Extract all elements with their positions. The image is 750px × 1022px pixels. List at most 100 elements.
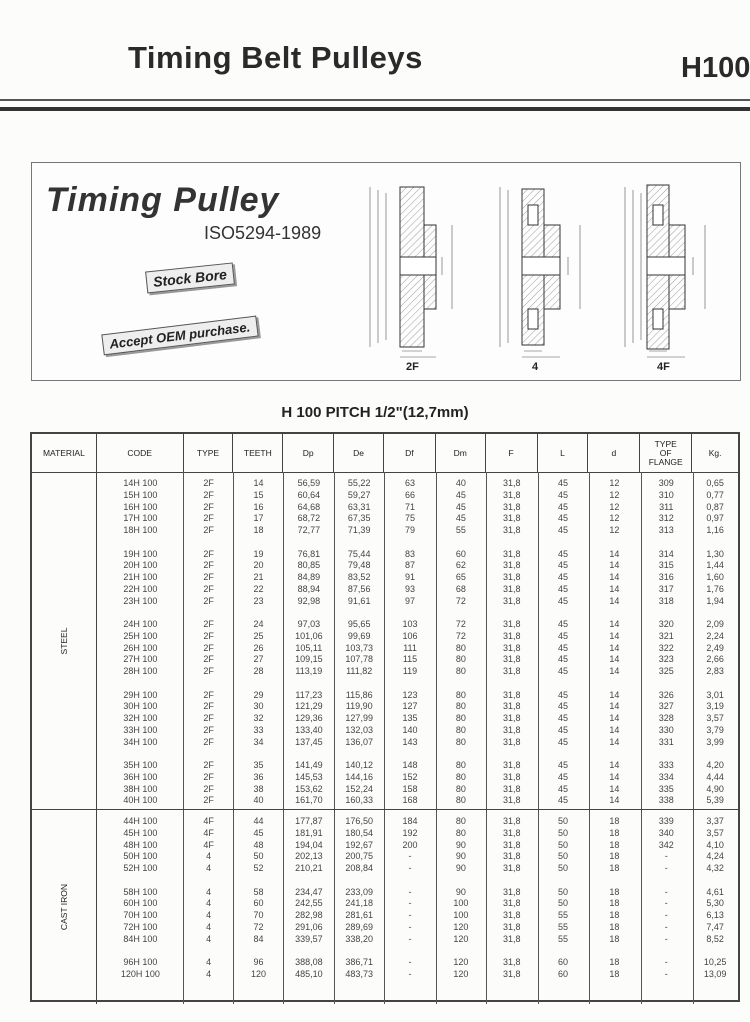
- pulley-diagram-4f: [617, 175, 717, 365]
- cell-f: 31,8: [502, 548, 521, 559]
- column-divider: [589, 472, 590, 809]
- cell-de: 127,99: [345, 713, 373, 723]
- page-title: Timing Belt Pulleys: [128, 40, 423, 75]
- cell-kg: 4,10: [706, 839, 724, 850]
- column-header: Dm: [436, 434, 486, 472]
- cell-d: 18: [609, 957, 620, 967]
- cell-type: 2F: [203, 489, 214, 500]
- cell-type-of-flange: -: [664, 933, 668, 944]
- table-row: 36H 100 2F 36 145,53 144,16 152 80 31,8 45 14 334 4…: [97, 772, 738, 784]
- cell-df: 63: [405, 478, 416, 488]
- cell-l: 45: [558, 642, 569, 653]
- cell-de: 180,54: [345, 827, 373, 838]
- column-divider: [233, 472, 234, 809]
- cell-df: 115: [402, 654, 418, 665]
- cell-f: 31,8: [502, 839, 521, 850]
- column-header: TYPE OF FLANGE: [640, 434, 693, 472]
- cell-f: 31,8: [502, 816, 521, 826]
- cell-dm: 80: [455, 771, 466, 782]
- cell-l: 50: [558, 827, 569, 838]
- cell-df: 200: [402, 839, 418, 850]
- table-row: 33H 100 2F 33 133,40 132,03 140 80 31,8 45 14 330 3…: [97, 725, 738, 737]
- cell-kg: 4,44: [706, 771, 724, 782]
- cell-teeth: 96: [253, 957, 264, 967]
- cell-code: 70H 100: [123, 910, 158, 920]
- cell-dm: 120: [453, 933, 469, 944]
- column-divider: [641, 472, 642, 809]
- cell-de: 115,86: [345, 689, 373, 700]
- cell-l: 55: [558, 921, 569, 932]
- cell-df: -: [408, 886, 412, 897]
- cell-type: 2F: [203, 642, 214, 653]
- cell-type-of-flange: -: [664, 898, 668, 909]
- cell-de: 55,22: [347, 478, 371, 488]
- cell-dp: 282,98: [295, 910, 323, 920]
- cell-de: 281,61: [345, 910, 373, 920]
- diagram-type-label: 2F: [406, 361, 419, 373]
- cell-de: 67,35: [347, 513, 371, 524]
- cell-df: 127: [402, 701, 418, 712]
- cell-df: 135: [402, 713, 418, 723]
- cell-f: 31,8: [502, 851, 521, 862]
- cell-type: 2F: [203, 595, 214, 606]
- cell-df: -: [408, 957, 412, 967]
- cell-kg: 1,30: [706, 548, 724, 559]
- cell-f: 31,8: [502, 478, 521, 488]
- cell-teeth: 84: [253, 933, 264, 944]
- cell-type: 4F: [203, 839, 214, 850]
- cell-teeth: 22: [253, 583, 264, 594]
- cell-d: 14: [609, 583, 620, 594]
- cell-type: 4: [206, 910, 212, 920]
- oem-tag: Accept OEM purchase.: [101, 315, 259, 356]
- cell-teeth: 72: [253, 921, 264, 932]
- table-body: STEEL 14H 100 2F 14 56,59 55,22 63 40 31,8 45 12 30…: [32, 472, 738, 1004]
- cell-l: 45: [558, 583, 569, 594]
- cell-l: 45: [558, 795, 569, 806]
- cell-kg: 3,01: [706, 689, 724, 700]
- cell-d: 18: [609, 851, 620, 862]
- cell-de: 111,82: [346, 666, 373, 676]
- cell-type-of-flange: 322: [658, 642, 674, 653]
- cell-dm: 55: [455, 525, 466, 535]
- cell-dm: 120: [453, 968, 469, 979]
- cell-l: 60: [558, 968, 569, 979]
- cell-dm: 80: [455, 654, 466, 665]
- cell-teeth: 16: [253, 501, 264, 512]
- cell-l: 50: [558, 839, 569, 850]
- cell-de: 483,73: [345, 968, 373, 979]
- cell-dm: 80: [455, 816, 466, 826]
- cell-dp: 339,57: [295, 933, 323, 944]
- cell-code: 32H 100: [123, 713, 158, 723]
- cell-kg: 8,52: [706, 933, 724, 944]
- cell-df: 106: [402, 630, 418, 641]
- cell-teeth: 38: [253, 783, 264, 794]
- cell-dm: 80: [455, 642, 466, 653]
- cell-type-of-flange: 340: [658, 827, 674, 838]
- cell-f: 31,8: [502, 654, 521, 665]
- cell-f: 31,8: [502, 560, 521, 571]
- cell-f: 31,8: [502, 713, 521, 723]
- cell-df: -: [408, 898, 412, 909]
- cell-dm: 72: [455, 630, 466, 641]
- column-divider: [334, 810, 335, 1004]
- cell-l: 45: [558, 724, 569, 735]
- cell-teeth: 120: [250, 968, 267, 979]
- cell-code: 15H 100: [123, 489, 158, 500]
- cell-d: 18: [609, 816, 620, 826]
- material-cell: STEEL: [32, 472, 97, 809]
- table-row: 24H 100 2F 24 97,03 95,65 103 72 31,8 45 14 320 2,0…: [97, 619, 738, 631]
- cell-f: 31,8: [502, 572, 521, 582]
- cell-de: 83,52: [347, 572, 371, 582]
- cell-code: 27H 100: [123, 654, 158, 665]
- cell-d: 12: [609, 513, 620, 524]
- column-divider: [589, 810, 590, 1004]
- cell-dp: 113,19: [295, 666, 323, 676]
- cell-type-of-flange: 318: [658, 595, 674, 606]
- table-row: 27H 100 2F 27 109,15 107,78 115 80 31,8 45 14 323 2…: [97, 654, 738, 666]
- table-row: 16H 100 2F 16 64,68 63,31 71 45 31,8 45 12 311 0,87: [97, 502, 738, 514]
- cell-de: 59,27: [347, 489, 371, 500]
- cell-d: 18: [609, 863, 620, 873]
